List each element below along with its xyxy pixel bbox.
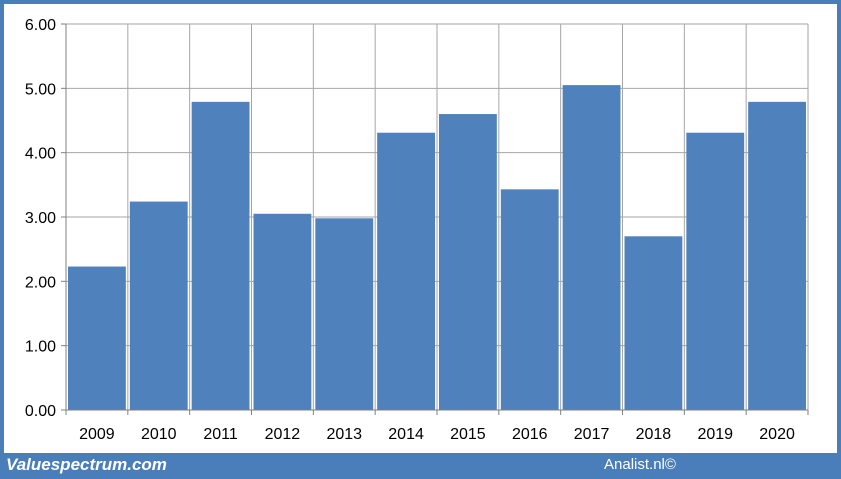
x-tick-label: 2020 [759, 426, 795, 443]
y-tick-label: 3.00 [25, 210, 56, 227]
x-tick-label: 2012 [265, 426, 301, 443]
bar-2009 [68, 266, 126, 410]
bar-2015 [439, 114, 497, 411]
bar-chart: 0.00 1.00 2.00 3.00 4.00 5.00 6.00 2009 2010 2011… [25, 17, 809, 443]
x-tick-label: 2011 [203, 426, 238, 443]
y-tick-label: 6.00 [25, 17, 56, 34]
x-tick-label: 2015 [450, 426, 486, 443]
bar-2018 [624, 236, 683, 410]
x-tick-label: 2016 [512, 426, 548, 443]
y-tick-label: 0.00 [25, 403, 56, 420]
x-tick-label: 2017 [574, 426, 610, 443]
bar-2019 [686, 132, 745, 410]
bar-2014 [377, 132, 435, 410]
bar-2020 [748, 101, 806, 411]
bar-2017 [562, 85, 621, 410]
y-tick-label: 1.00 [25, 339, 56, 356]
bar-2010 [129, 201, 188, 410]
bar-2012 [253, 213, 312, 410]
x-tick-label: 2014 [388, 426, 424, 443]
x-tick-label: 2010 [141, 426, 177, 443]
chart-frame: 0.00 1.00 2.00 3.00 4.00 5.00 6.00 2009 2010 2011… [4, 4, 837, 453]
bar-2016 [500, 189, 559, 410]
copyright-watermark: Analist.nl© [604, 456, 676, 473]
source-watermark: Valuespectrum.com [6, 455, 167, 474]
bar-2013 [315, 218, 374, 410]
y-tick-label: 4.00 [25, 146, 56, 163]
x-tick-label: 2019 [697, 426, 733, 443]
y-tick-label: 2.00 [25, 274, 56, 291]
x-tick-label: 2013 [326, 426, 362, 443]
x-tick-label: 2009 [79, 426, 115, 443]
y-tick-label: 5.00 [25, 81, 56, 98]
bar-2011 [191, 101, 250, 411]
x-tick-label: 2018 [636, 426, 672, 443]
